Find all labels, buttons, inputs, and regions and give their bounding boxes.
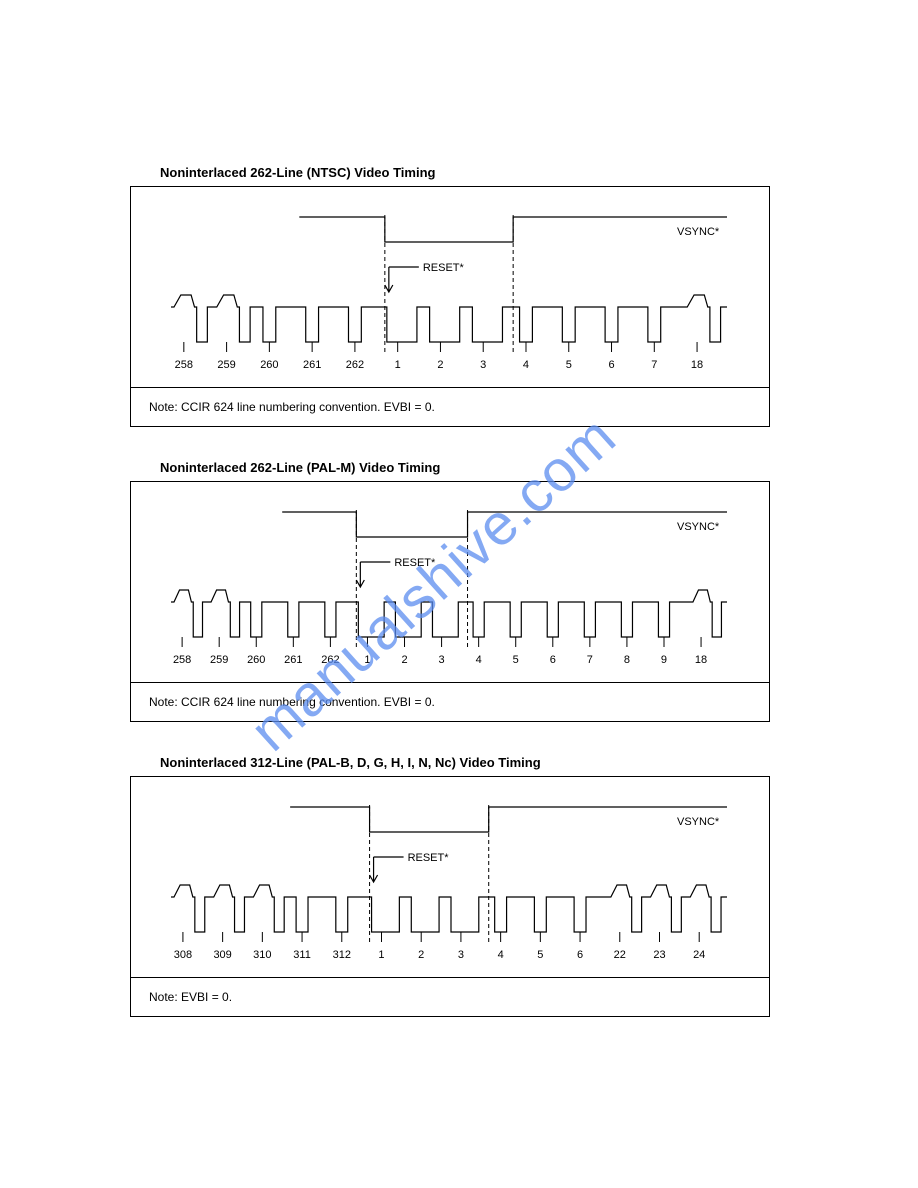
line-number-label: 8 xyxy=(624,654,630,666)
line-number-label: 260 xyxy=(247,654,265,666)
line-number-label: 4 xyxy=(523,359,529,371)
line-number-label: 6 xyxy=(608,359,614,371)
reset-label: RESET* xyxy=(423,262,465,274)
line-number-label: 9 xyxy=(661,654,667,666)
reset-arrow xyxy=(385,267,419,292)
diagram-title: Noninterlaced 262-Line (PAL-M) Video Tim… xyxy=(160,460,770,475)
line-number-label: 7 xyxy=(587,654,593,666)
line-number-label: 259 xyxy=(217,359,235,371)
line-number-label: 24 xyxy=(693,949,705,961)
line-number-label: 262 xyxy=(346,359,364,371)
line-number-label: 259 xyxy=(210,654,228,666)
line-number-label: 6 xyxy=(550,654,556,666)
line-number-label: 258 xyxy=(173,654,191,666)
diagram-frame: VSYNC*RESET*308309310311312123456222324N… xyxy=(130,776,770,1017)
line-number-label: 5 xyxy=(566,359,572,371)
line-number-label: 7 xyxy=(651,359,657,371)
line-number-label: 310 xyxy=(253,949,271,961)
reset-arrow xyxy=(370,857,404,882)
diagram-title: Noninterlaced 262-Line (NTSC) Video Timi… xyxy=(160,165,770,180)
waveform-svg: VSYNC*RESET*308309310311312123456222324 xyxy=(131,777,767,977)
line-number-label: 262 xyxy=(321,654,339,666)
line-number-label: 260 xyxy=(260,359,278,371)
waveform-panel: VSYNC*RESET*308309310311312123456222324 xyxy=(131,777,769,977)
line-number-label: 1 xyxy=(378,949,384,961)
line-number-label: 2 xyxy=(437,359,443,371)
line-number-label: 261 xyxy=(303,359,321,371)
line-number-label: 309 xyxy=(213,949,231,961)
waveform-svg: VSYNC* RESET* 258 259 260 261 262 1 2 3 4 5 6 7 18 xyxy=(131,187,767,387)
diagram-frame: VSYNC* RESET* 258 259 260 261 262 1 2 3 4 5 6 7 18 Note… xyxy=(130,186,770,427)
timing-diagram-palb: Noninterlaced 312-Line (PAL-B, D, G, H, … xyxy=(130,755,770,1017)
waveform-svg: VSYNC* RESET* 258 259 260 261 262 1 2 3 4 5 6 7 8 9 18 xyxy=(131,482,767,682)
line-number-label: 2 xyxy=(418,949,424,961)
line-number-label: 312 xyxy=(333,949,351,961)
line-number-label: 6 xyxy=(577,949,583,961)
line-number-label: 22 xyxy=(614,949,626,961)
composite-sync-trace xyxy=(171,885,727,932)
diagram-title: Noninterlaced 312-Line (PAL-B, D, G, H, … xyxy=(160,755,770,770)
line-number-label: 18 xyxy=(695,654,707,666)
reset-arrow xyxy=(356,562,390,587)
line-number-label: 4 xyxy=(498,949,504,961)
line-number-label: 2 xyxy=(401,654,407,666)
timing-diagram-ntsc: Noninterlaced 262-Line (NTSC) Video Timi… xyxy=(130,165,770,427)
line-number-label: 3 xyxy=(480,359,486,371)
line-number-label: 3 xyxy=(458,949,464,961)
diagram-note: Note: CCIR 624 line numbering convention… xyxy=(131,387,769,426)
line-number-label: 308 xyxy=(174,949,192,961)
reset-label: RESET* xyxy=(394,557,436,569)
vsync-label: VSYNC* xyxy=(677,226,720,238)
vsync-trace xyxy=(290,807,727,832)
line-number-label: 261 xyxy=(284,654,302,666)
diagram-note: Note: EVBI = 0. xyxy=(131,977,769,1016)
waveform-panel: VSYNC* RESET* 258 259 260 261 262 1 2 3 4 5 6 7 8 9 18 xyxy=(131,482,769,682)
line-number-label: 18 xyxy=(691,359,703,371)
vsync-label: VSYNC* xyxy=(677,816,720,828)
vsync-trace xyxy=(282,512,727,537)
diagram-note: Note: CCIR 624 line numbering convention… xyxy=(131,682,769,721)
line-number-label: 311 xyxy=(293,949,311,961)
line-number-label: 3 xyxy=(439,654,445,666)
line-number-label: 4 xyxy=(476,654,482,666)
vsync-label: VSYNC* xyxy=(677,521,720,533)
line-number-label: 1 xyxy=(395,359,401,371)
reset-label: RESET* xyxy=(408,852,450,864)
line-number-label: 23 xyxy=(653,949,665,961)
line-number-label: 258 xyxy=(175,359,193,371)
waveform-panel: VSYNC* RESET* 258 259 260 261 262 1 2 3 4 5 6 7 18 xyxy=(131,187,769,387)
composite-sync-trace xyxy=(171,295,727,342)
line-number-label: 1 xyxy=(364,654,370,666)
line-number-label: 5 xyxy=(537,949,543,961)
document-page: manualshive.com Noninterlaced 262-Line (… xyxy=(0,0,918,1188)
composite-sync-trace xyxy=(171,590,727,637)
timing-diagram-palm: Noninterlaced 262-Line (PAL-M) Video Tim… xyxy=(130,460,770,722)
diagram-frame: VSYNC* RESET* 258 259 260 261 262 1 2 3 4 5 6 7 8 9 18 No… xyxy=(130,481,770,722)
line-number-label: 5 xyxy=(513,654,519,666)
